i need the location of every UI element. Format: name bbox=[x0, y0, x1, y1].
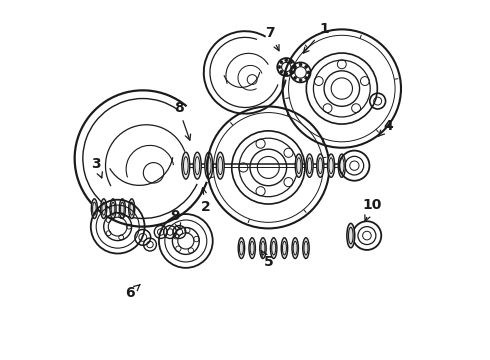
Circle shape bbox=[299, 63, 302, 66]
Circle shape bbox=[280, 61, 283, 64]
Circle shape bbox=[285, 59, 288, 62]
Ellipse shape bbox=[110, 199, 116, 219]
Ellipse shape bbox=[249, 238, 255, 258]
Ellipse shape bbox=[281, 238, 288, 258]
Circle shape bbox=[278, 66, 281, 68]
Circle shape bbox=[305, 66, 308, 68]
Ellipse shape bbox=[91, 199, 98, 219]
Circle shape bbox=[299, 79, 302, 82]
Circle shape bbox=[290, 71, 293, 73]
Circle shape bbox=[307, 71, 310, 74]
Ellipse shape bbox=[338, 154, 345, 177]
Ellipse shape bbox=[317, 154, 324, 177]
Text: 7: 7 bbox=[265, 26, 279, 51]
Ellipse shape bbox=[295, 154, 302, 177]
Text: 9: 9 bbox=[170, 209, 181, 229]
Text: 8: 8 bbox=[174, 101, 191, 140]
Ellipse shape bbox=[119, 199, 125, 219]
Text: 1: 1 bbox=[303, 22, 329, 53]
Ellipse shape bbox=[216, 152, 224, 179]
Ellipse shape bbox=[100, 199, 107, 219]
Ellipse shape bbox=[194, 152, 201, 179]
Ellipse shape bbox=[260, 238, 266, 258]
Text: 2: 2 bbox=[201, 188, 210, 214]
Ellipse shape bbox=[303, 238, 309, 258]
Ellipse shape bbox=[306, 154, 313, 177]
Ellipse shape bbox=[347, 224, 355, 248]
Ellipse shape bbox=[205, 152, 213, 179]
Text: 6: 6 bbox=[125, 284, 140, 300]
Circle shape bbox=[294, 77, 296, 80]
Ellipse shape bbox=[292, 238, 298, 258]
Circle shape bbox=[291, 71, 294, 74]
Circle shape bbox=[305, 77, 308, 80]
Ellipse shape bbox=[238, 238, 245, 258]
Ellipse shape bbox=[182, 152, 190, 179]
Circle shape bbox=[292, 66, 294, 68]
Text: 3: 3 bbox=[91, 157, 102, 178]
Text: 5: 5 bbox=[261, 250, 273, 270]
Circle shape bbox=[290, 61, 293, 64]
Text: 10: 10 bbox=[363, 198, 382, 221]
Ellipse shape bbox=[270, 238, 277, 258]
Ellipse shape bbox=[129, 199, 135, 219]
Circle shape bbox=[285, 72, 288, 75]
Circle shape bbox=[294, 66, 296, 68]
Text: 4: 4 bbox=[378, 119, 393, 136]
Ellipse shape bbox=[327, 154, 335, 177]
Circle shape bbox=[280, 71, 283, 73]
